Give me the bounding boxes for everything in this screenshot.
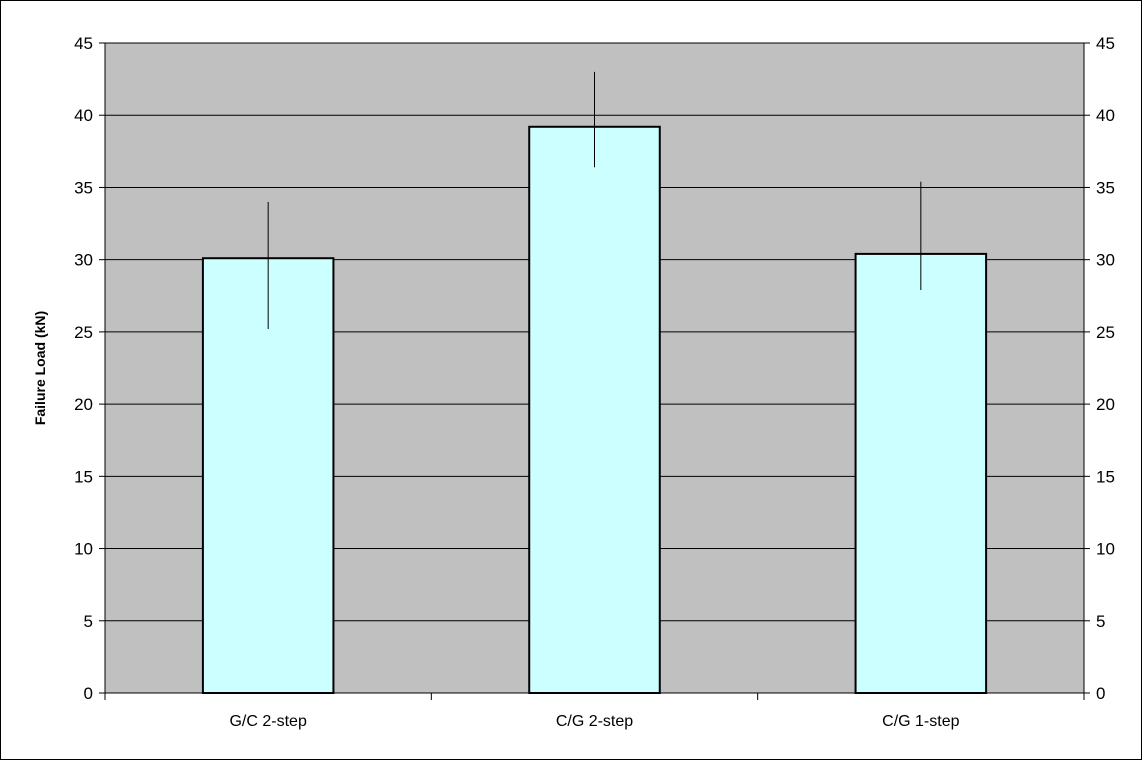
plot-border [104, 42, 1085, 694]
right-tick-label-40: 40 [1096, 106, 1115, 125]
right-tick-label-45: 45 [1096, 34, 1115, 53]
error-bars [267, 71, 922, 329]
left-tick-label-10: 10 [74, 540, 93, 559]
left-tick-label-5: 5 [84, 612, 93, 631]
category-label-1: C/G 2-step [556, 713, 633, 730]
left-tick-label-15: 15 [74, 467, 93, 486]
left-tick-label-35: 35 [74, 178, 93, 197]
right-tick-label-10: 10 [1096, 540, 1115, 559]
right-tick-label-35: 35 [1096, 178, 1115, 197]
left-tick-label-0: 0 [84, 684, 93, 703]
bars [201, 125, 988, 695]
axes: 0 0 5 5 10 10 15 15 20 20 25 25 30 30 35 35 40 40 45 45 G/C … [74, 34, 1115, 730]
bar-1 [528, 125, 661, 695]
bar-2 [854, 252, 988, 694]
bar-0 [201, 257, 335, 694]
left-tick-label-25: 25 [74, 323, 93, 342]
left-tick-label-40: 40 [74, 106, 93, 125]
left-tick-label-45: 45 [74, 34, 93, 53]
right-tick-label-0: 0 [1096, 684, 1105, 703]
category-label-2: C/G 1-step [882, 713, 959, 730]
right-tick-label-30: 30 [1096, 251, 1115, 270]
left-tick-label-20: 20 [74, 395, 93, 414]
left-tick-label-30: 30 [74, 251, 93, 270]
right-tick-label-5: 5 [1096, 612, 1105, 631]
right-tick-label-25: 25 [1096, 323, 1115, 342]
right-tick-label-20: 20 [1096, 395, 1115, 414]
right-tick-label-15: 15 [1096, 467, 1115, 486]
category-label-0: G/C 2-step [229, 713, 306, 730]
y-axis-title: Failure Load (kN) [32, 311, 48, 425]
